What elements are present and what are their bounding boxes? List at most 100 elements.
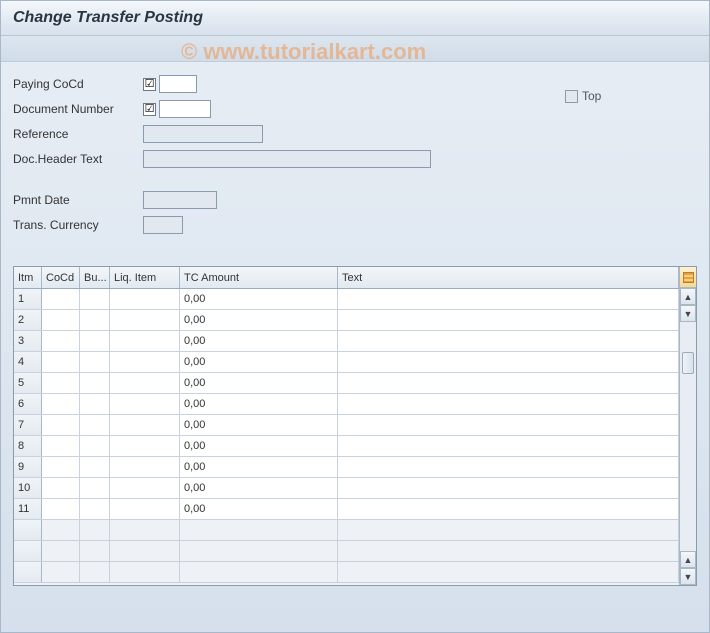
cell-bu[interactable] <box>80 352 110 372</box>
table-row[interactable]: 40,00 <box>14 352 679 373</box>
cell-bu[interactable] <box>80 478 110 498</box>
cell-text[interactable] <box>338 499 679 519</box>
table-row[interactable]: 70,00 <box>14 415 679 436</box>
col-header-cocd[interactable]: CoCd <box>42 267 80 288</box>
cell-cocd[interactable] <box>42 457 80 477</box>
cell-liq[interactable] <box>110 520 180 540</box>
cell-bu[interactable] <box>80 541 110 561</box>
cell-itm[interactable]: 11 <box>14 499 42 519</box>
cell-text[interactable] <box>338 562 679 582</box>
cell-cocd[interactable] <box>42 520 80 540</box>
col-header-bu[interactable]: Bu... <box>80 267 110 288</box>
table-row[interactable]: 20,00 <box>14 310 679 331</box>
col-header-text[interactable]: Text <box>338 267 679 288</box>
cell-bu[interactable] <box>80 457 110 477</box>
cell-tca[interactable]: 0,00 <box>180 331 338 351</box>
cell-liq[interactable] <box>110 562 180 582</box>
cell-liq[interactable] <box>110 436 180 456</box>
scroll-down-button-bottom[interactable]: ▼ <box>680 568 696 585</box>
document-number-checkbox[interactable]: ☑ <box>143 103 156 116</box>
cell-itm[interactable]: 5 <box>14 373 42 393</box>
cell-text[interactable] <box>338 520 679 540</box>
cell-bu[interactable] <box>80 331 110 351</box>
cell-cocd[interactable] <box>42 541 80 561</box>
cell-cocd[interactable] <box>42 331 80 351</box>
cell-itm[interactable] <box>14 520 42 540</box>
cell-itm[interactable] <box>14 562 42 582</box>
cell-tca[interactable]: 0,00 <box>180 394 338 414</box>
cell-liq[interactable] <box>110 289 180 309</box>
trans-currency-input[interactable] <box>143 216 183 234</box>
col-header-tca[interactable]: TC Amount <box>180 267 338 288</box>
cell-liq[interactable] <box>110 373 180 393</box>
scroll-up-button-bottom[interactable]: ▲ <box>680 551 696 568</box>
col-header-liq[interactable]: Liq. Item <box>110 267 180 288</box>
paying-cocd-input[interactable] <box>159 75 197 93</box>
table-row-empty[interactable] <box>14 541 679 562</box>
cell-liq[interactable] <box>110 457 180 477</box>
cell-text[interactable] <box>338 331 679 351</box>
cell-itm[interactable]: 7 <box>14 415 42 435</box>
cell-itm[interactable]: 4 <box>14 352 42 372</box>
paying-cocd-checkbox[interactable]: ☑ <box>143 78 156 91</box>
cell-cocd[interactable] <box>42 310 80 330</box>
table-row-empty[interactable] <box>14 562 679 583</box>
cell-tca[interactable] <box>180 541 338 561</box>
cell-liq[interactable] <box>110 331 180 351</box>
cell-tca[interactable]: 0,00 <box>180 310 338 330</box>
cell-bu[interactable] <box>80 394 110 414</box>
cell-cocd[interactable] <box>42 289 80 309</box>
cell-cocd[interactable] <box>42 499 80 519</box>
table-row[interactable]: 10,00 <box>14 289 679 310</box>
scroll-up-button[interactable]: ▲ <box>680 288 696 305</box>
cell-text[interactable] <box>338 352 679 372</box>
cell-itm[interactable] <box>14 541 42 561</box>
cell-itm[interactable]: 6 <box>14 394 42 414</box>
reference-input[interactable] <box>143 125 263 143</box>
cell-tca[interactable]: 0,00 <box>180 457 338 477</box>
cell-tca[interactable]: 0,00 <box>180 289 338 309</box>
table-row[interactable]: 50,00 <box>14 373 679 394</box>
cell-text[interactable] <box>338 541 679 561</box>
cell-tca[interactable]: 0,00 <box>180 415 338 435</box>
cell-bu[interactable] <box>80 562 110 582</box>
cell-itm[interactable]: 2 <box>14 310 42 330</box>
scroll-track[interactable] <box>680 322 696 551</box>
cell-tca[interactable] <box>180 520 338 540</box>
pmnt-date-input[interactable] <box>143 191 217 209</box>
table-row[interactable]: 110,00 <box>14 499 679 520</box>
cell-bu[interactable] <box>80 499 110 519</box>
cell-liq[interactable] <box>110 352 180 372</box>
cell-bu[interactable] <box>80 373 110 393</box>
col-header-itm[interactable]: Itm <box>14 267 42 288</box>
document-number-input[interactable] <box>159 100 211 118</box>
cell-liq[interactable] <box>110 310 180 330</box>
cell-text[interactable] <box>338 394 679 414</box>
cell-liq[interactable] <box>110 541 180 561</box>
cell-cocd[interactable] <box>42 478 80 498</box>
cell-itm[interactable]: 10 <box>14 478 42 498</box>
cell-tca[interactable]: 0,00 <box>180 478 338 498</box>
cell-tca[interactable]: 0,00 <box>180 352 338 372</box>
table-config-button[interactable] <box>680 267 696 288</box>
cell-cocd[interactable] <box>42 562 80 582</box>
cell-liq[interactable] <box>110 394 180 414</box>
table-row[interactable]: 60,00 <box>14 394 679 415</box>
cell-itm[interactable]: 3 <box>14 331 42 351</box>
table-row[interactable]: 80,00 <box>14 436 679 457</box>
cell-liq[interactable] <box>110 415 180 435</box>
cell-bu[interactable] <box>80 310 110 330</box>
cell-text[interactable] <box>338 415 679 435</box>
cell-tca[interactable]: 0,00 <box>180 436 338 456</box>
table-row[interactable]: 90,00 <box>14 457 679 478</box>
cell-itm[interactable]: 9 <box>14 457 42 477</box>
table-row[interactable]: 100,00 <box>14 478 679 499</box>
cell-liq[interactable] <box>110 499 180 519</box>
cell-bu[interactable] <box>80 436 110 456</box>
cell-bu[interactable] <box>80 415 110 435</box>
cell-bu[interactable] <box>80 289 110 309</box>
cell-cocd[interactable] <box>42 436 80 456</box>
cell-tca[interactable]: 0,00 <box>180 499 338 519</box>
cell-itm[interactable]: 8 <box>14 436 42 456</box>
table-row-empty[interactable] <box>14 520 679 541</box>
